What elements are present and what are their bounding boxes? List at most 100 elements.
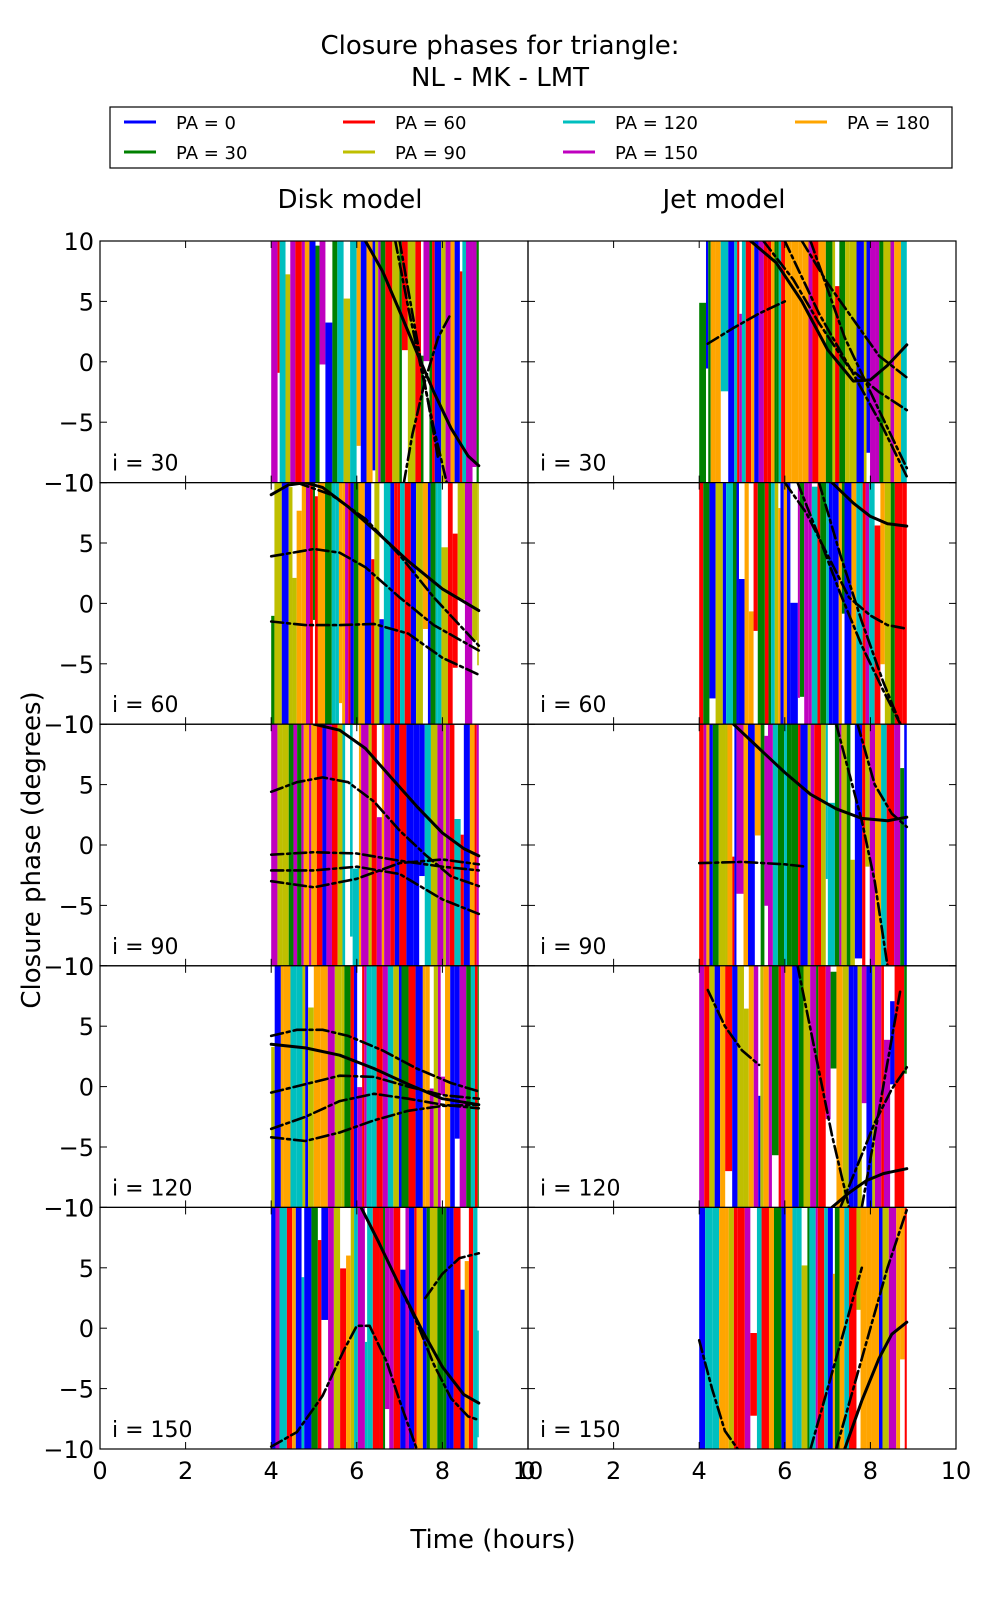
data-stroke	[333, 1207, 341, 1449]
data-stroke	[303, 724, 310, 966]
data-stroke	[884, 482, 891, 725]
data-stroke	[751, 241, 755, 483]
x-tick-label: 10	[941, 1457, 972, 1485]
data-stroke	[295, 1207, 302, 1449]
data-stroke	[279, 241, 286, 483]
model-curve-1	[830, 482, 909, 528]
data-stroke	[476, 724, 479, 966]
data-stroke	[338, 482, 343, 704]
data-stroke	[454, 819, 461, 966]
panel-row3-col2: i = 90	[527, 723, 957, 967]
data-stroke	[398, 965, 402, 1208]
data-stroke	[725, 965, 733, 1172]
data-stroke	[761, 1207, 769, 1449]
y-tick-label: 5	[79, 1255, 94, 1283]
data-stroke	[791, 241, 799, 483]
data-stroke	[736, 482, 739, 725]
data-stroke	[372, 1207, 380, 1449]
data-stroke	[406, 724, 414, 966]
data-stroke	[902, 482, 907, 725]
data-stroke	[364, 482, 372, 725]
data-stroke	[477, 482, 479, 666]
data-stroke	[800, 724, 808, 966]
data-stroke	[888, 1207, 897, 1449]
data-stroke	[304, 1207, 312, 1449]
data-stroke	[325, 482, 332, 725]
data-stroke	[810, 965, 817, 1208]
data-band	[699, 241, 907, 483]
data-stroke	[708, 241, 711, 483]
data-stroke	[830, 971, 837, 1069]
data-stroke	[385, 241, 393, 483]
data-stroke	[379, 1207, 384, 1449]
data-stroke	[753, 965, 759, 1208]
model-curve-2	[834, 724, 889, 966]
data-stroke	[758, 1095, 761, 1208]
data-stroke	[849, 1207, 857, 1449]
data-stroke	[756, 1207, 762, 1449]
data-stroke	[271, 1207, 276, 1449]
data-stroke	[844, 482, 852, 725]
data-stroke	[470, 965, 475, 1208]
data-stroke	[427, 482, 431, 725]
data-stroke	[375, 241, 379, 483]
data-stroke	[283, 965, 291, 1208]
inclination-label: i = 90	[112, 935, 179, 960]
data-stroke	[450, 241, 455, 483]
data-stroke	[399, 241, 402, 483]
data-stroke	[441, 547, 448, 725]
data-stroke	[346, 1255, 351, 1449]
model-curve-5	[706, 988, 761, 1067]
data-stroke	[332, 241, 338, 483]
panel-row4-col2: i = 120	[527, 965, 957, 1208]
data-stroke	[466, 241, 473, 483]
data-stroke	[839, 241, 846, 483]
data-stroke	[350, 724, 353, 937]
model-curve-4	[697, 1339, 740, 1450]
y-tick-label: 10	[63, 470, 94, 498]
data-stroke	[466, 965, 471, 1208]
data-stroke	[703, 724, 707, 966]
data-stroke	[890, 482, 895, 725]
data-stroke	[757, 482, 765, 725]
model-curve-2	[269, 1324, 419, 1450]
model-curve-2	[783, 482, 909, 631]
data-stroke	[808, 241, 813, 483]
data-stroke	[305, 965, 309, 1208]
x-tick-label: 10	[513, 1457, 544, 1485]
data-stroke	[426, 1207, 430, 1449]
data-stroke	[394, 724, 400, 966]
data-stroke	[798, 241, 803, 483]
data-stroke	[826, 482, 829, 725]
data-stroke	[738, 579, 745, 725]
data-stroke	[360, 241, 367, 483]
data-stroke	[846, 724, 851, 966]
data-stroke	[856, 1207, 861, 1310]
x-tick-label: 8	[863, 1457, 878, 1485]
data-stroke	[856, 241, 864, 483]
data-stroke	[790, 602, 798, 725]
data-stroke	[699, 302, 706, 483]
data-stroke	[387, 965, 394, 1208]
data-stroke	[434, 241, 442, 483]
data-stroke	[292, 1207, 296, 1449]
data-stroke	[350, 965, 354, 1208]
data-stroke	[772, 724, 778, 966]
data-stroke	[802, 241, 809, 483]
data-stroke	[704, 965, 710, 1208]
data-stroke	[750, 1333, 757, 1416]
panel-row5-col2: 0 2 4 6 8 10 i = 150	[520, 1206, 972, 1485]
data-stroke	[732, 965, 738, 1208]
x-tick-label: 6	[349, 1457, 364, 1485]
data-stroke	[736, 724, 744, 894]
data-stroke	[437, 1207, 444, 1449]
data-stroke	[741, 241, 746, 483]
x-tick-label: 8	[435, 1457, 450, 1485]
data-stroke	[763, 241, 768, 483]
data-stroke	[848, 965, 854, 1208]
data-stroke	[312, 482, 315, 620]
model-curve-3	[269, 850, 481, 872]
data-stroke	[449, 724, 455, 966]
data-stroke	[836, 965, 843, 1208]
